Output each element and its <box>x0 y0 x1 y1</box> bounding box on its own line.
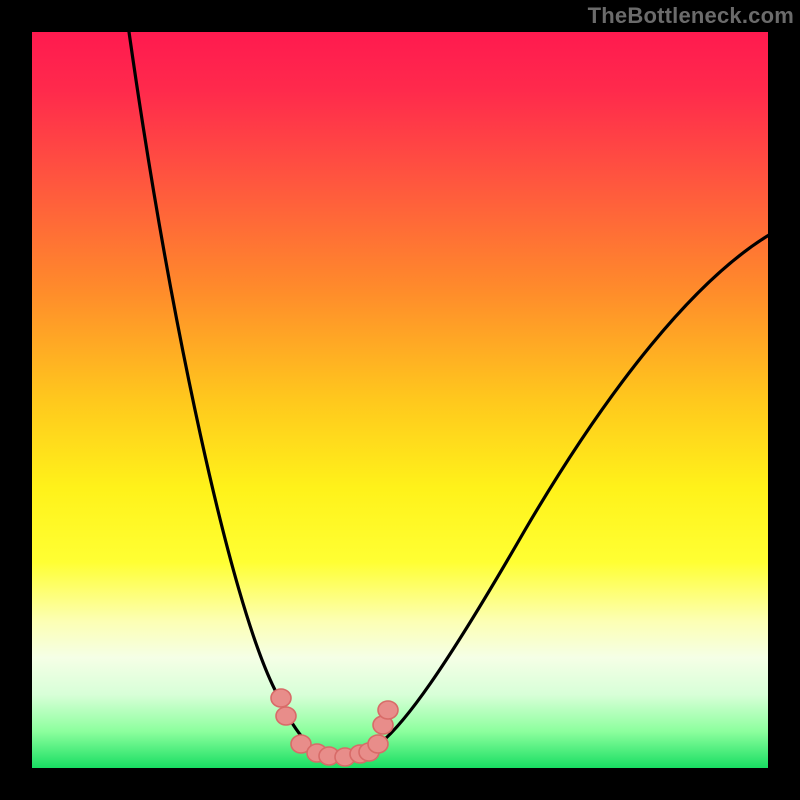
bottleneck-chart <box>0 0 800 800</box>
gradient-background <box>32 32 768 768</box>
floor-dot <box>276 707 296 725</box>
floor-dot <box>271 689 291 707</box>
frame-right <box>768 0 800 800</box>
credit-label: TheBottleneck.com <box>588 3 794 29</box>
frame-left <box>0 0 32 800</box>
floor-dot <box>368 735 388 753</box>
frame-bottom <box>0 768 800 800</box>
floor-dot <box>378 701 398 719</box>
